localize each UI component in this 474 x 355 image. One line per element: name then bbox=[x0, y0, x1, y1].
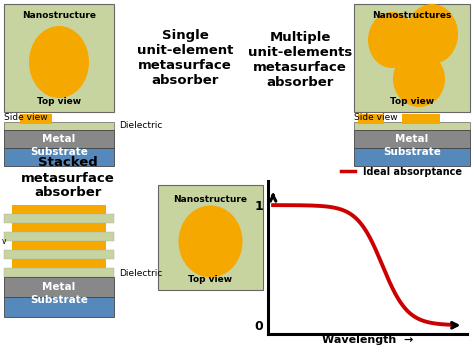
Text: Substrate: Substrate bbox=[30, 295, 88, 305]
Text: Substrate: Substrate bbox=[383, 147, 441, 157]
Text: Metal: Metal bbox=[42, 282, 76, 292]
Bar bbox=[4, 268, 114, 277]
Text: Dielectric: Dielectric bbox=[119, 268, 163, 278]
Ellipse shape bbox=[179, 206, 243, 278]
Bar bbox=[358, 114, 384, 124]
Ellipse shape bbox=[393, 51, 445, 107]
Bar bbox=[354, 148, 470, 166]
Bar bbox=[402, 114, 440, 124]
Text: Top view: Top view bbox=[37, 98, 81, 106]
Bar bbox=[12, 241, 106, 250]
Bar bbox=[4, 250, 114, 259]
Legend: Ideal absorptance: Ideal absorptance bbox=[337, 163, 466, 181]
Text: Multiple
unit-elements
metasurface
absorber: Multiple unit-elements metasurface absor… bbox=[248, 31, 352, 89]
Bar bbox=[4, 122, 114, 130]
Bar bbox=[4, 277, 114, 297]
Bar bbox=[354, 122, 470, 130]
Bar bbox=[4, 297, 114, 317]
Text: Substrate: Substrate bbox=[30, 147, 88, 157]
Text: Top view: Top view bbox=[189, 275, 233, 284]
Ellipse shape bbox=[29, 26, 89, 98]
Ellipse shape bbox=[368, 12, 416, 68]
Text: Side view: Side view bbox=[354, 114, 398, 122]
Bar bbox=[4, 214, 114, 223]
Text: Metal: Metal bbox=[395, 134, 428, 144]
Text: Stacked
metasurface
absorber: Stacked metasurface absorber bbox=[21, 157, 115, 200]
Text: Side view: Side view bbox=[4, 114, 47, 122]
Bar bbox=[12, 223, 106, 232]
Bar bbox=[4, 4, 114, 112]
Text: Top view: Top view bbox=[390, 98, 434, 106]
Text: Nanostructure: Nanostructure bbox=[22, 11, 96, 21]
Bar bbox=[158, 185, 263, 290]
Text: Nanostructures: Nanostructures bbox=[372, 11, 452, 21]
Text: Dielectric: Dielectric bbox=[119, 121, 163, 131]
Text: Nanostructure: Nanostructure bbox=[173, 195, 247, 203]
Bar bbox=[4, 232, 114, 241]
Bar bbox=[354, 130, 470, 148]
Text: v: v bbox=[2, 236, 7, 246]
Bar bbox=[354, 4, 470, 112]
Bar bbox=[20, 114, 52, 124]
Ellipse shape bbox=[406, 4, 458, 64]
Text: Metal: Metal bbox=[42, 134, 76, 144]
Text: Single
unit-element
metasurface
absorber: Single unit-element metasurface absorber bbox=[137, 29, 233, 87]
Bar bbox=[12, 259, 106, 268]
Bar bbox=[4, 148, 114, 166]
Bar bbox=[12, 205, 106, 214]
Bar bbox=[4, 130, 114, 148]
X-axis label: Wavelength  →: Wavelength → bbox=[322, 335, 413, 345]
